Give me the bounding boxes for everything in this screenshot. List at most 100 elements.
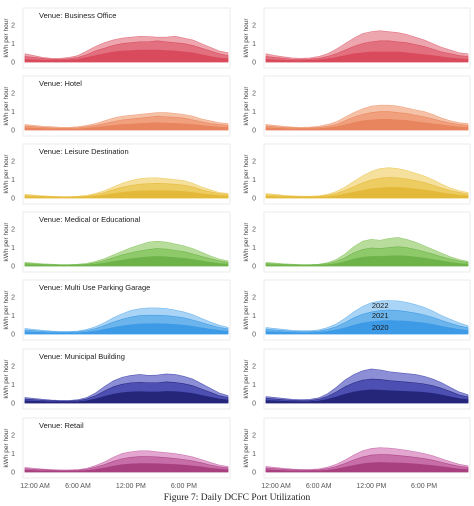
y-tick-label: 0 — [252, 128, 256, 135]
year-label-2022: 2022 — [372, 301, 389, 310]
area-year-2020 — [24, 122, 229, 131]
panel-frame — [22, 143, 231, 205]
venue-title: Venue: Retail — [39, 421, 84, 430]
y-tick-label: 2 — [11, 364, 15, 371]
x-tick-label: 12:00 AM — [261, 483, 291, 490]
y-tick-label: 2 — [11, 91, 15, 98]
y-tick-label: 1 — [11, 245, 15, 252]
y-tick-label: 1 — [252, 245, 256, 252]
x-tick-label: 6:00 PM — [411, 483, 437, 490]
area-year-2020 — [24, 190, 229, 199]
y-tick-label: 1 — [11, 382, 15, 389]
y-axis-label: kWh per hour — [3, 222, 10, 262]
y-axis-label: kWh per hour — [243, 359, 250, 399]
y-tick-label: 2 — [252, 295, 256, 302]
y-tick-label: 2 — [252, 91, 256, 98]
panel-frame — [22, 7, 231, 69]
y-tick-label: 1 — [252, 382, 256, 389]
y-tick-label: 2 — [252, 159, 256, 166]
y-axis-label: kWh per hour — [3, 18, 10, 58]
y-tick-label: 0 — [11, 196, 15, 203]
y-axis-label: kWh per hour — [243, 428, 250, 468]
y-axis-label: kWh per hour — [3, 86, 10, 126]
y-axis-label: kWh per hour — [243, 18, 250, 58]
y-tick-label: 1 — [11, 41, 15, 48]
y-tick-label: 2 — [252, 364, 256, 371]
panel-frame — [263, 7, 471, 69]
y-tick-label: 2 — [11, 227, 15, 234]
y-tick-label: 2 — [252, 23, 256, 30]
y-tick-label: 2 — [11, 295, 15, 302]
y-tick-label: 0 — [252, 264, 256, 271]
panel-frame — [22, 279, 231, 341]
y-tick-label: 0 — [252, 401, 256, 408]
y-tick-label: 1 — [252, 109, 256, 116]
y-tick-label: 0 — [252, 332, 256, 339]
panel-frame — [263, 211, 471, 273]
venue-title: Venue: Hotel — [39, 79, 82, 88]
year-label-2020: 2020 — [372, 323, 389, 332]
y-axis-label: kWh per hour — [3, 290, 10, 330]
y-axis-label: kWh per hour — [243, 154, 250, 194]
panel-frame — [22, 75, 231, 137]
venue-title: Venue: Multi Use Parking Garage — [39, 283, 150, 292]
area-year-2020 — [265, 389, 469, 404]
y-tick-label: 0 — [11, 128, 15, 135]
panel-frame — [263, 75, 471, 137]
panel-frame — [263, 348, 471, 410]
area-year-2020 — [265, 119, 469, 131]
y-tick-label: 0 — [11, 470, 15, 477]
y-tick-label: 1 — [11, 177, 15, 184]
x-tick-label: 6:00 AM — [306, 483, 332, 490]
area-year-2020 — [24, 256, 229, 267]
y-tick-label: 0 — [11, 60, 15, 67]
year-label-2021: 2021 — [372, 311, 389, 320]
y-axis-label: kWh per hour — [243, 86, 250, 126]
area-year-2020 — [24, 323, 229, 335]
panel-frame — [263, 143, 471, 205]
y-tick-label: 0 — [11, 401, 15, 408]
area-year-2020 — [24, 463, 229, 473]
x-tick-label: 12:00 AM — [20, 483, 50, 490]
y-tick-label: 2 — [252, 227, 256, 234]
y-tick-label: 1 — [11, 313, 15, 320]
y-tick-label: 2 — [11, 23, 15, 30]
x-tick-label: 12:00 PM — [116, 483, 146, 490]
y-tick-label: 1 — [11, 451, 15, 458]
area-year-2020 — [24, 391, 229, 404]
y-tick-label: 0 — [252, 196, 256, 203]
venue-title: Venue: Medical or Educational — [39, 215, 141, 224]
area-year-2020 — [265, 320, 469, 335]
y-axis-label: kWh per hour — [243, 290, 250, 330]
panel-frame — [22, 417, 231, 479]
area-year-2020 — [24, 49, 229, 63]
y-tick-label: 1 — [252, 451, 256, 458]
y-tick-label: 0 — [11, 264, 15, 271]
y-tick-label: 1 — [252, 313, 256, 320]
panel-frame — [22, 211, 231, 273]
x-tick-label: 6:00 AM — [65, 483, 91, 490]
venue-title: Venue: Business Office — [39, 11, 116, 20]
y-axis-label: kWh per hour — [3, 428, 10, 468]
y-tick-label: 2 — [252, 433, 256, 440]
y-tick-label: 1 — [11, 109, 15, 116]
y-tick-label: 1 — [252, 41, 256, 48]
x-tick-label: 12:00 PM — [356, 483, 386, 490]
x-tick-label: 6:00 PM — [171, 483, 197, 490]
panel-frame — [22, 348, 231, 410]
y-axis-label: kWh per hour — [3, 154, 10, 194]
panel-frame — [263, 417, 471, 479]
